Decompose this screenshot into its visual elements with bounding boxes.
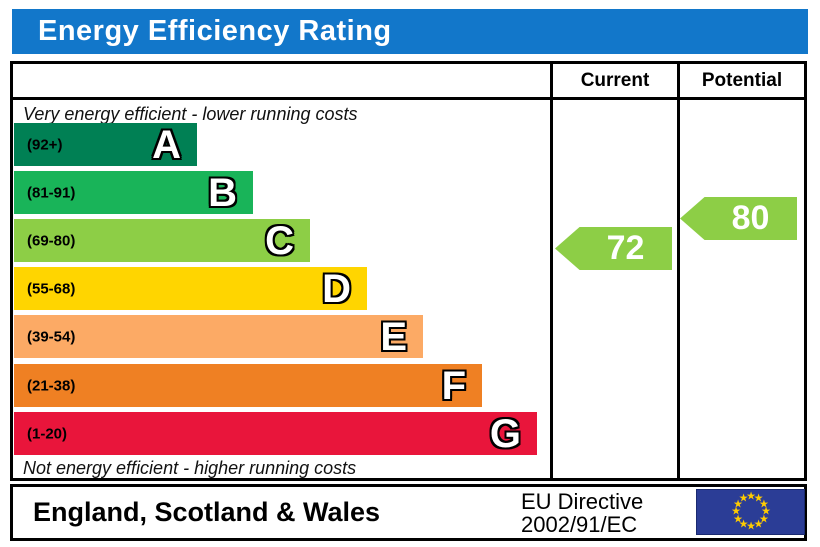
eu-star-icon: ★	[733, 498, 743, 510]
band-b-letter: B	[208, 170, 237, 215]
band-a: (92+) A	[14, 123, 197, 166]
eu-star-icon: ★	[761, 505, 771, 518]
potential-column-header: Potential	[701, 70, 783, 91]
band-f-range: (21-38)	[27, 377, 76, 394]
current-rating-value: 72	[606, 229, 645, 267]
band-a-letter: A	[152, 122, 181, 167]
band-g-letter: G	[489, 411, 521, 456]
eu-star-icon: ★	[746, 490, 756, 503]
header-divider	[13, 97, 804, 100]
page-title: Energy Efficiency Rating	[38, 15, 392, 47]
band-c-range: (69-80)	[27, 232, 76, 249]
band-f-letter: F	[441, 363, 466, 408]
region-label: England, Scotland & Wales	[33, 497, 381, 527]
column-divider-current	[550, 64, 553, 478]
band-c-letter: C	[265, 218, 294, 263]
band-e: (39-54) E	[14, 315, 423, 358]
eu-star-icon: ★	[759, 513, 769, 525]
eu-directive-label: EU Directive 2002/91/EC	[521, 490, 643, 536]
eu-star-icon: ★	[753, 518, 764, 531]
epc-rating-table: Current Potential Very energy efficient …	[10, 61, 807, 481]
band-f: (21-38) F	[14, 364, 482, 407]
band-d-letter: D	[322, 266, 351, 311]
column-divider-potential	[677, 64, 680, 478]
footer-bar: England, Scotland & Wales EU Directive 2…	[10, 484, 807, 541]
rating-bands: (92+) A (81-91) B (69-80) C (55-68) D (3…	[14, 64, 550, 478]
current-rating-arrow: 72	[555, 227, 672, 270]
band-b: (81-91) B	[14, 171, 253, 214]
eu-star-icon: ★	[746, 520, 756, 533]
eu-flag-icon: ★ ★ ★ ★ ★ ★ ★ ★ ★ ★ ★ ★	[696, 489, 805, 535]
band-e-range: (39-54)	[27, 328, 76, 345]
eu-star-icon: ★	[753, 492, 764, 505]
band-b-range: (81-91)	[27, 184, 76, 201]
eu-directive-line1: EU Directive	[521, 489, 644, 514]
band-a-range: (92+)	[27, 136, 63, 153]
current-column-header: Current	[580, 70, 650, 91]
band-g-range: (1-20)	[27, 425, 68, 442]
eu-star-icon: ★	[759, 498, 769, 510]
band-e-letter: E	[380, 314, 407, 359]
eu-star-icon: ★	[731, 505, 741, 518]
eu-star-icon: ★	[738, 518, 749, 531]
bottom-note: Not energy efficient - higher running co…	[23, 458, 357, 478]
eu-star-icon: ★	[733, 513, 743, 525]
band-c: (69-80) C	[14, 219, 310, 262]
eu-star-icon: ★	[738, 492, 749, 505]
potential-rating-value: 80	[731, 199, 770, 237]
title-bar: Energy Efficiency Rating	[12, 9, 808, 54]
top-note: Very energy efficient - lower running co…	[23, 104, 358, 124]
band-d-range: (55-68)	[27, 280, 76, 297]
potential-rating-arrow: 80	[680, 197, 797, 240]
band-g: (1-20) G	[14, 412, 537, 455]
band-d: (55-68) D	[14, 267, 367, 310]
eu-directive-line2: 2002/91/EC	[521, 512, 638, 537]
